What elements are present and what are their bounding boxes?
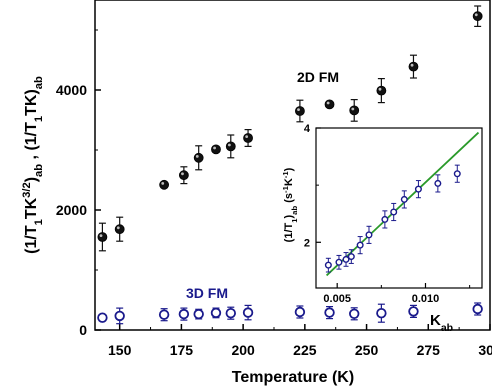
main-point-highlight <box>297 108 300 111</box>
main-point-3d-fm <box>193 308 204 320</box>
main-point-2d-fm <box>193 152 204 163</box>
main-point-3d-fm <box>158 309 170 320</box>
main-point-3d-fm <box>225 308 236 319</box>
inset-point <box>365 231 373 239</box>
main-x-tick-label: 150 <box>108 342 132 358</box>
inset-point <box>400 195 408 203</box>
inset-x-tick-label: 0.010 <box>412 293 440 305</box>
inset-point <box>434 179 442 187</box>
main-point-highlight <box>161 182 165 185</box>
main-y-axis: 0 2000 4000 <box>56 29 101 338</box>
main-point-highlight <box>99 234 103 238</box>
main-y-tick-label: 4000 <box>56 82 87 98</box>
inset-plot: 0.005 0.010 24 Kab (1/T1)ab (s-1K-1) <box>281 123 483 334</box>
inset-y-tick-label: 4 <box>304 123 311 135</box>
inset-x-axis-title: Kab <box>430 312 453 334</box>
inset-point <box>324 261 332 269</box>
main-x-tick-label: 225 <box>293 342 317 358</box>
main-point-highlight <box>378 87 382 91</box>
main-series-layer <box>97 5 483 325</box>
inset-y-axis: 24 <box>304 123 321 249</box>
main-point-2d-fm <box>349 105 360 116</box>
main-x-axis-title: Temperature (K) <box>232 369 354 386</box>
main-point-highlight <box>245 135 249 139</box>
annotation-3d-fm: 3D FM <box>186 285 228 301</box>
main-x-tick-label: 250 <box>355 342 379 358</box>
main-point-2d-fm <box>211 144 221 155</box>
main-plot: 150 175 200 225 250 275 300 0 2000 4000 Temperat… <box>21 0 492 386</box>
main-point-2d-fm <box>159 179 170 190</box>
main-x-tick-label: 200 <box>231 342 255 358</box>
main-y-tick-label: 2000 <box>56 202 87 218</box>
inset-y-axis-title: (1/T1)ab (s-1K-1) <box>281 167 299 242</box>
inset-y-tick-label: 2 <box>304 237 310 249</box>
main-point-3d-fm <box>324 307 335 318</box>
main-point-3d-fm <box>294 306 306 318</box>
main-point-highlight <box>195 155 199 158</box>
inset-point <box>356 241 364 249</box>
main-point-3d-fm <box>210 307 222 319</box>
inset-point <box>390 208 398 216</box>
main-point-highlight <box>474 13 478 17</box>
inset-x-axis: 0.005 0.010 <box>323 283 471 305</box>
main-point-3d-fm <box>349 308 360 320</box>
main-point-2d-fm <box>376 85 387 96</box>
main-point-3d-fm <box>242 307 254 318</box>
inset-series-layer <box>324 131 480 277</box>
main-y-tick-label: 0 <box>79 322 87 338</box>
main-point-2d-fm <box>243 133 253 143</box>
main-point-2d-fm <box>225 141 236 152</box>
inset-point <box>342 255 350 263</box>
main-point-highlight <box>116 226 120 230</box>
main-x-tick-label: 175 <box>170 342 194 358</box>
inset-point <box>381 215 389 223</box>
main-point-2d-fm <box>295 106 305 116</box>
main-point-2d-fm <box>114 224 125 235</box>
inset-x-tick-label: 0.005 <box>323 293 351 305</box>
main-point-2d-fm <box>472 11 483 22</box>
main-point-2d-fm <box>97 232 108 242</box>
main-point-3d-fm <box>178 308 190 320</box>
main-point-highlight <box>326 101 330 105</box>
main-point-2d-fm <box>324 99 335 110</box>
inset-point <box>453 170 461 178</box>
inset-point <box>347 253 355 261</box>
main-x-axis: 150 175 200 225 250 275 300 <box>108 324 492 358</box>
main-point-highlight <box>181 172 184 176</box>
inset-fit-line <box>325 131 480 277</box>
main-point-highlight <box>351 107 355 111</box>
main-point-2d-fm <box>178 170 189 181</box>
main-point-3d-fm <box>376 308 387 319</box>
inset-point <box>414 185 422 193</box>
main-point-3d-fm <box>97 312 108 323</box>
main-point-3d-fm <box>114 310 125 322</box>
main-y-axis-title: (1/T1TK3/2)ab , (1/T1TK)ab <box>21 76 45 254</box>
inset-point <box>335 258 343 266</box>
main-point-highlight <box>227 143 231 147</box>
main-plot-frame <box>94 0 491 331</box>
main-point-3d-fm <box>472 303 483 315</box>
main-point-3d-fm <box>408 306 419 317</box>
annotation-2d-fm: 2D FM <box>297 69 339 85</box>
main-x-tick-label: 275 <box>417 342 441 358</box>
main-x-tick-label: 300 <box>478 342 492 358</box>
main-point-highlight <box>410 63 414 67</box>
main-point-2d-fm <box>408 61 419 72</box>
main-point-highlight <box>213 146 216 150</box>
